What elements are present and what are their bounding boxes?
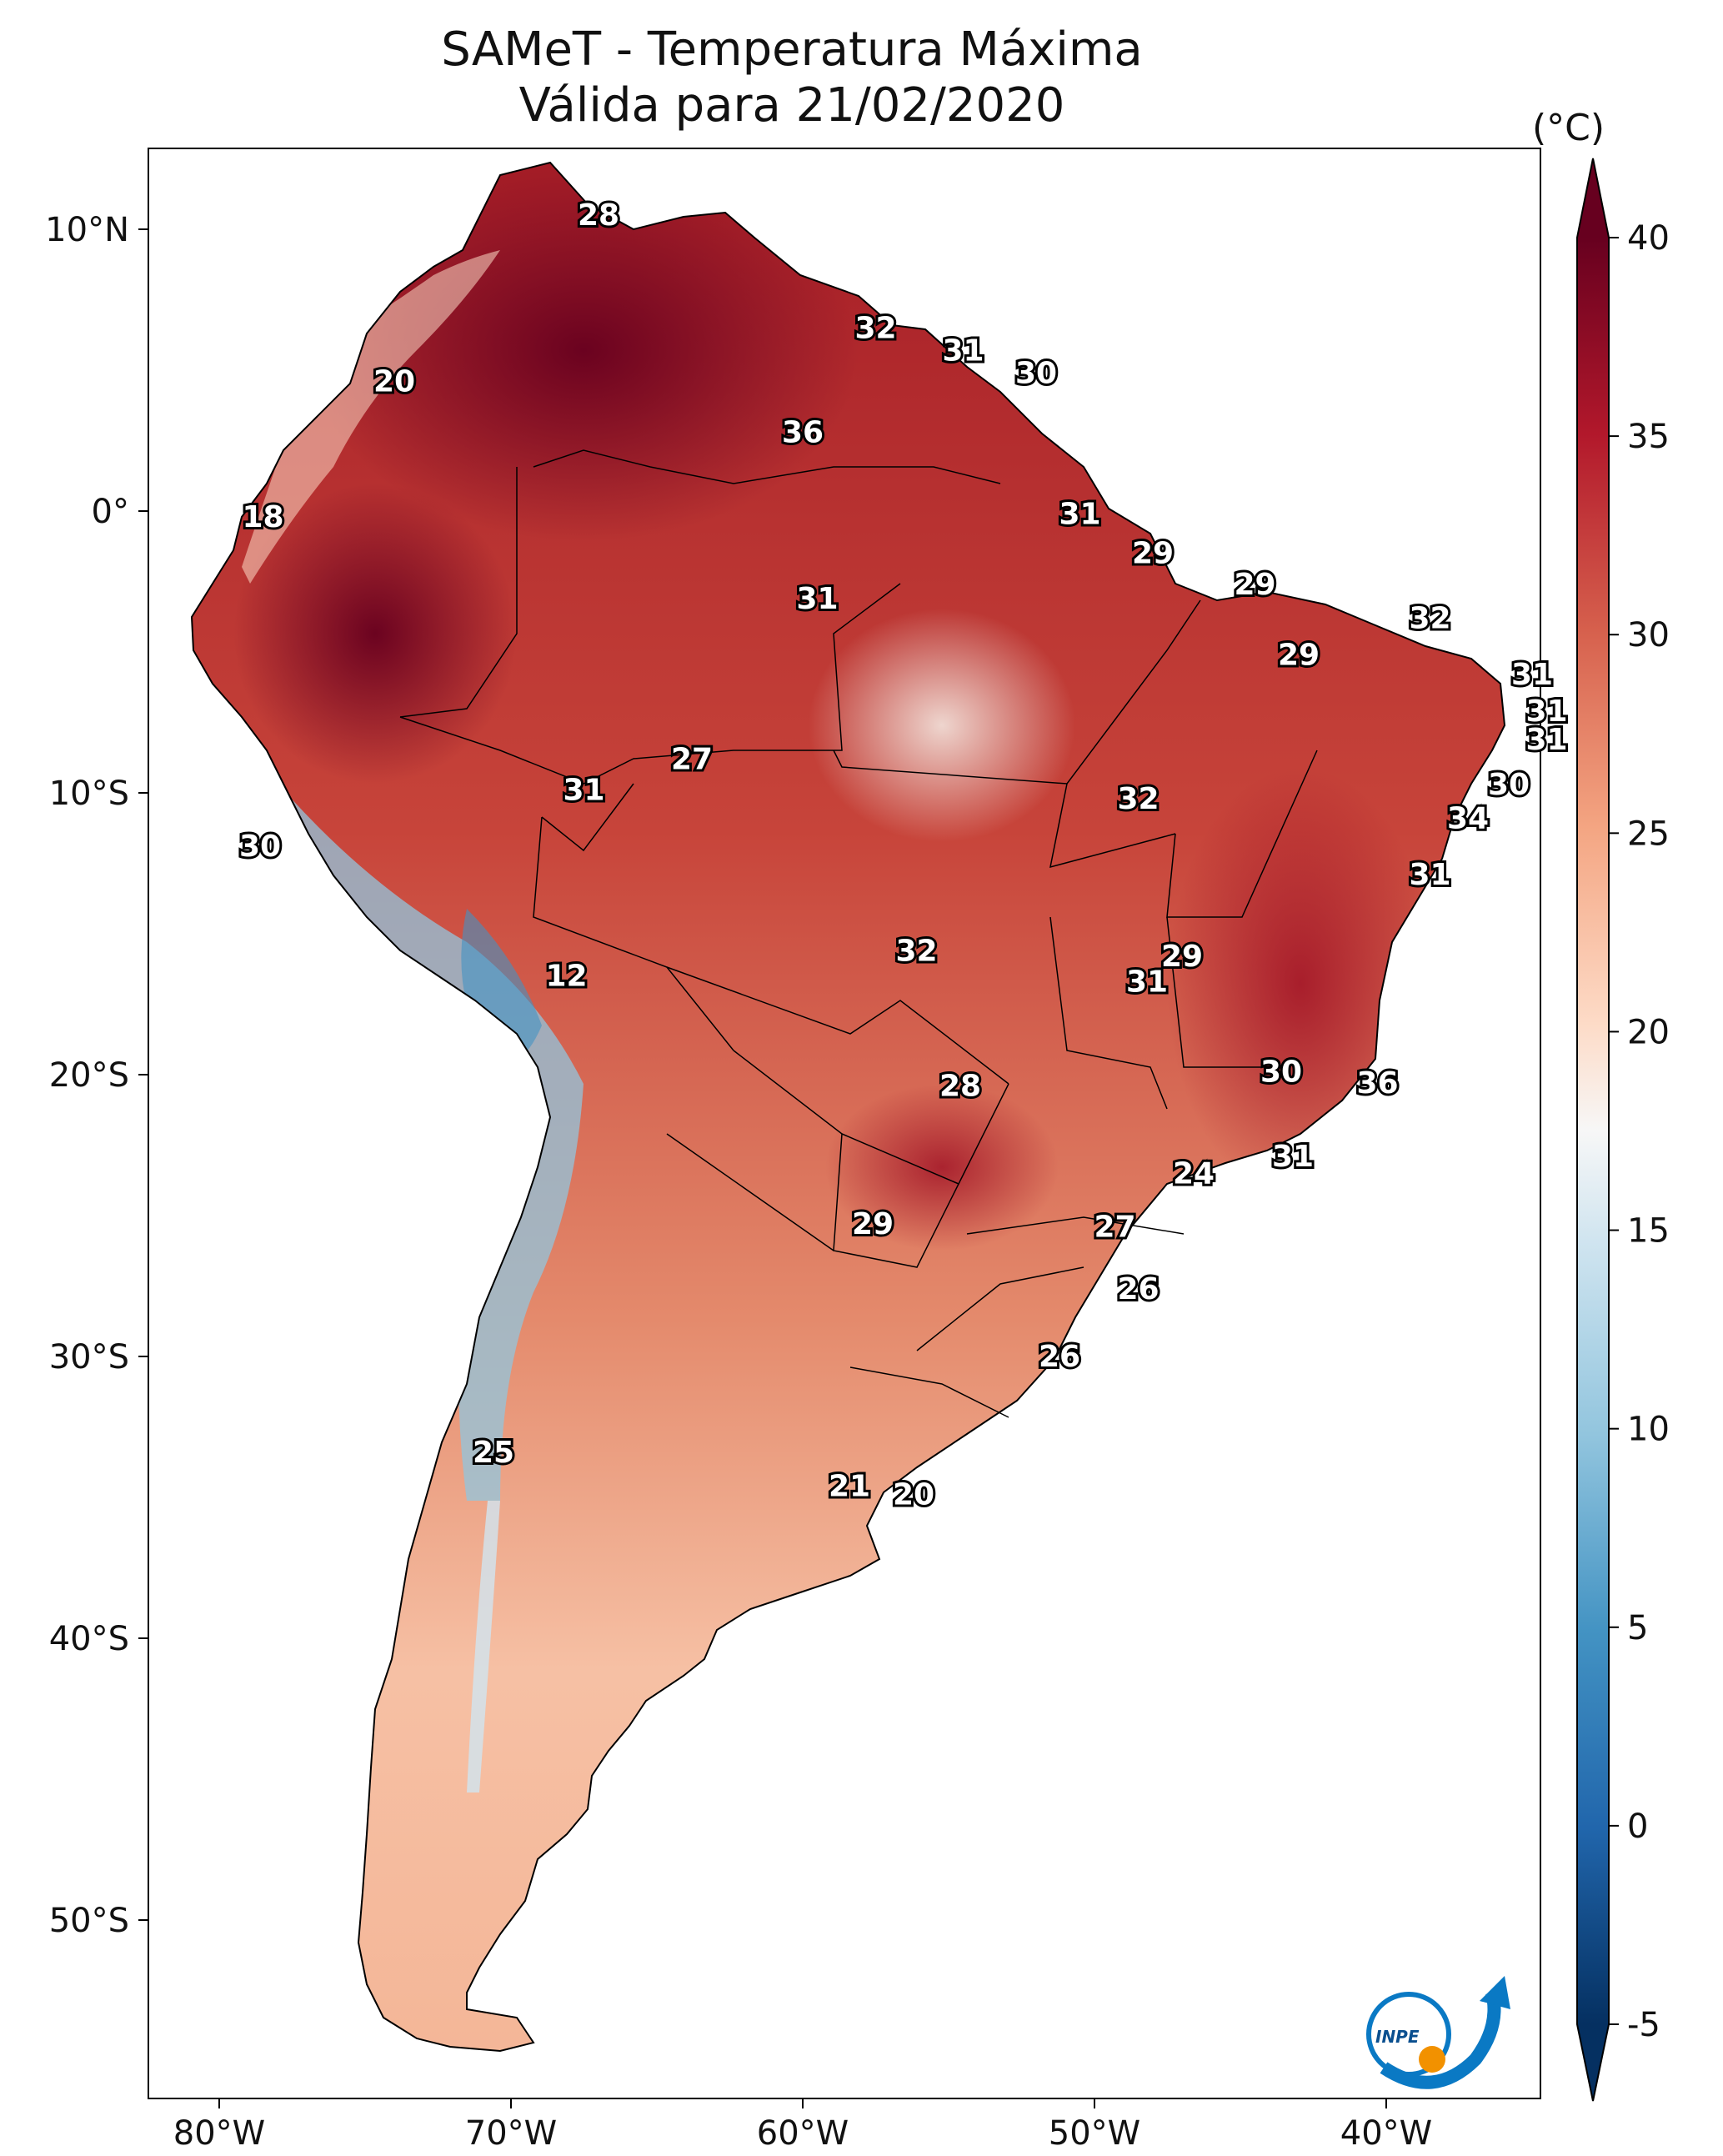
- station-temperature-label: 31: [1059, 497, 1100, 531]
- colorbar-tick-label: 35: [1627, 418, 1670, 456]
- logo-text: INPE: [1375, 2027, 1420, 2047]
- station-temperature-label: 29: [1132, 537, 1174, 571]
- logo-dot-icon: [1419, 2046, 1445, 2073]
- station-temperature-label: 21: [829, 1469, 870, 1503]
- colorbar-tick-label: 30: [1627, 616, 1670, 654]
- colorbar-unit: (°C): [1532, 107, 1605, 149]
- political-borders: [399, 449, 1318, 1418]
- station-temperature-label: 36: [782, 415, 824, 449]
- x-tick-label: 60°W: [757, 2114, 849, 2153]
- x-tick-label: 50°W: [1049, 2114, 1140, 2153]
- station-temperature-label: 32: [854, 311, 896, 345]
- station-temperature-label: 12: [545, 960, 587, 994]
- station-temperature-label: 29: [1161, 940, 1203, 974]
- station-temperature-label: 31: [796, 582, 838, 616]
- y-tick-label: 40°S: [49, 1620, 129, 1658]
- station-temperature-label: 26: [1117, 1272, 1159, 1306]
- station-temperature-label: 31: [1409, 858, 1450, 892]
- colorbar-tick-label: 5: [1627, 1609, 1648, 1647]
- station-temperature-label: 30: [1015, 356, 1057, 390]
- x-tick-label: 80°W: [173, 2114, 265, 2153]
- station-temperature-label: 24: [1173, 1156, 1215, 1191]
- station-temperature-label: 31: [1525, 694, 1567, 729]
- station-temperature-label: 25: [473, 1436, 514, 1470]
- y-tick-label: 30°S: [49, 1338, 129, 1376]
- station-temperature-label: 29: [852, 1207, 894, 1241]
- station-temperature-label: 36: [1356, 1066, 1398, 1101]
- axis-tick-marks: [138, 228, 1387, 2108]
- y-axis-labels: 10°N 0° 10°S 20°S 30°S 40°S 50°S: [45, 211, 129, 1940]
- station-temperature-label: 31: [1272, 1140, 1314, 1174]
- station-temperature-label: 28: [578, 198, 619, 233]
- map-title-line2: Válida para 21/02/2020: [518, 78, 1065, 133]
- colorbar-min-arrow-icon: [1577, 2024, 1609, 2101]
- station-temperature-label: 31: [942, 333, 984, 368]
- y-tick-label: 20°S: [49, 1056, 129, 1095]
- colorbar-tick-label: 15: [1627, 1212, 1670, 1251]
- map-title-line1: SAMeT - Temperatura Máxima: [441, 23, 1143, 77]
- y-tick-label: 10°S: [49, 775, 129, 813]
- logo-arrow-icon: [1480, 1976, 1510, 2009]
- station-temperature-label: 31: [563, 774, 604, 808]
- y-tick-label: 10°N: [45, 211, 129, 249]
- logo-swoosh-icon: [1380, 1991, 1501, 2089]
- colorbar-tick-label: 25: [1627, 815, 1670, 853]
- station-temperature-label: 32: [1117, 782, 1159, 816]
- colorbar-ticks: 40 35 30 25 20 15 10 5 0 -5: [1609, 219, 1670, 2044]
- colorbar-tick-label: -5: [1627, 2006, 1660, 2044]
- colorbar-tick-label: 40: [1627, 219, 1670, 258]
- y-tick-label: 0°: [92, 493, 129, 531]
- colorbar-tick-label: 20: [1627, 1013, 1670, 1051]
- x-tick-label: 70°W: [465, 2114, 557, 2153]
- station-temperature-label: 27: [671, 742, 713, 776]
- station-temperature-label: 18: [242, 500, 283, 534]
- station-temperature-label: 29: [1278, 638, 1320, 672]
- station-temperature-label: 32: [1409, 601, 1450, 635]
- x-tick-label: 40°W: [1340, 2114, 1432, 2153]
- station-temperature-label: 30: [239, 830, 281, 864]
- colorbar-gradient: [1577, 238, 1609, 2024]
- colorbar-max-arrow-icon: [1577, 158, 1609, 238]
- inpe-logo: INPE: [1366, 1976, 1510, 2089]
- station-temperature-label: 32: [895, 934, 937, 968]
- station-temperature-label: 34: [1447, 801, 1489, 835]
- colorbar-tick-label: 0: [1627, 1808, 1648, 1846]
- station-temperature-label: 27: [1094, 1211, 1135, 1245]
- colorbar: 40 35 30 25 20 15 10 5 0 -5: [1576, 158, 1670, 2102]
- station-temperature-label: 29: [1234, 568, 1275, 602]
- station-temperature-label: 31: [1525, 723, 1567, 757]
- station-temperature-label: 31: [1511, 658, 1553, 692]
- x-axis-labels: 80°W 70°W 60°W 50°W 40°W: [173, 2114, 1432, 2153]
- station-temperature-label: 26: [1039, 1340, 1080, 1374]
- y-tick-label: 50°S: [49, 1902, 129, 1940]
- station-temperature-label: 31: [1126, 965, 1168, 999]
- station-temperature-label: 30: [1488, 768, 1530, 802]
- station-temperature-label: 20: [373, 365, 415, 399]
- station-temperature-label: 20: [893, 1478, 934, 1512]
- station-temperature-label: 28: [939, 1070, 981, 1104]
- station-temperature-label: 30: [1260, 1055, 1302, 1090]
- colorbar-tick-label: 10: [1627, 1411, 1670, 1449]
